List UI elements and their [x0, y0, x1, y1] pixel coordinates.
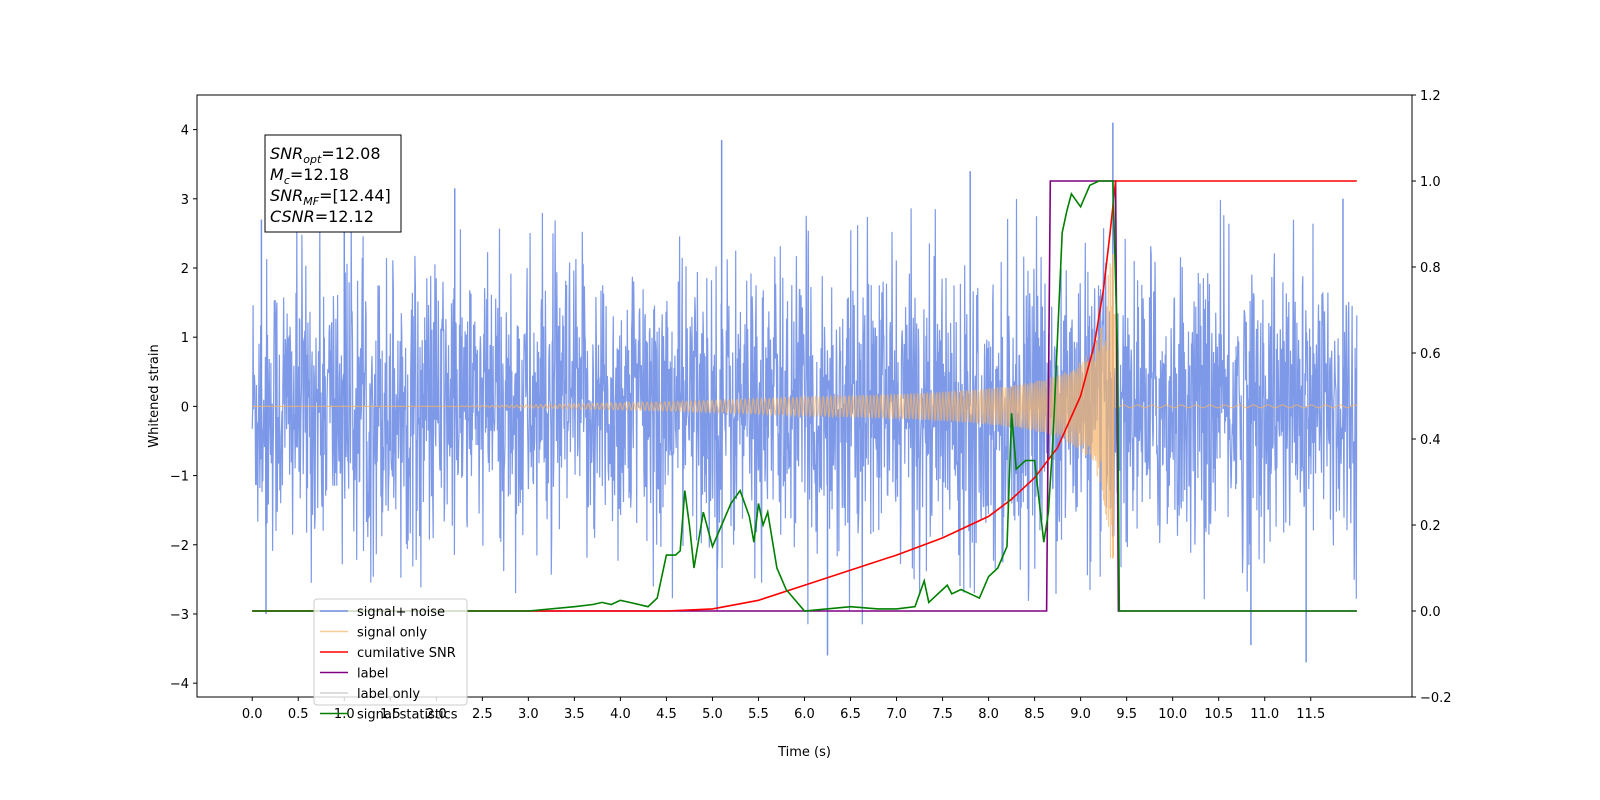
- x-tick-label: 7.0: [886, 707, 907, 722]
- x-tick-label: 5.0: [702, 707, 723, 722]
- legend-entry: signal only: [357, 626, 427, 641]
- x-tick-label: 10.5: [1204, 707, 1233, 722]
- legend-entry: label: [357, 667, 388, 682]
- line-cumilative-snr: [252, 180, 1357, 612]
- y-tick-label: 2: [181, 262, 189, 277]
- x-tick-label: 1.0: [334, 707, 355, 722]
- legend-entry: signal statistics: [357, 708, 458, 723]
- y-right-tick-label: 1.0: [1420, 175, 1441, 190]
- y-right-tick-label: 1.2: [1420, 89, 1441, 104]
- x-tick-label: 6.0: [794, 707, 815, 722]
- x-tick-label: 3.0: [518, 707, 539, 722]
- legend-frame: [313, 598, 468, 706]
- y-axis-label: Whitened strain: [147, 344, 162, 447]
- legend-entry: cumilative SNR: [357, 646, 456, 661]
- legend: signal+ noise signal only cumilative SNR la…: [313, 598, 468, 723]
- series-lines: [252, 180, 1357, 612]
- y-tick-label: −2: [170, 539, 189, 554]
- y-axis-ticks: −4 −3 −2 −1 0 1 2 3 4: [170, 124, 197, 692]
- y-tick-label: 4: [181, 124, 189, 139]
- x-tick-label: 4.5: [656, 707, 677, 722]
- y-right-tick-label: 0.8: [1420, 261, 1441, 276]
- x-tick-label: 10.0: [1158, 707, 1187, 722]
- y-tick-label: 3: [181, 193, 189, 208]
- x-tick-label: 1.5: [380, 707, 401, 722]
- x-tick-label: 9.5: [1116, 707, 1137, 722]
- y-right-tick-label: 0.4: [1420, 433, 1441, 448]
- x-tick-label: 11.5: [1296, 707, 1325, 722]
- x-axis-ticks: 0.0 0.5 1.0 1.5 2.0 2.5 3.0 3.5 4.0 4.5 5.0 5.5 6.0 6…: [242, 697, 1325, 722]
- y-tick-label: −4: [170, 677, 189, 692]
- x-tick-label: 6.5: [840, 707, 861, 722]
- legend-entry: label only: [357, 687, 420, 702]
- x-tick-label: 5.5: [748, 707, 769, 722]
- annotation-line: SNRopt=12.08: [270, 144, 381, 166]
- chirp-trace: [252, 263, 1357, 559]
- annotation-box: SNRopt=12.08Mc=12.18SNRMF=[12.44]CSNR=12…: [264, 134, 402, 233]
- noise-trace: [251, 198, 1358, 625]
- series-signal-noise: [251, 122, 1358, 663]
- x-tick-label: 7.5: [932, 707, 953, 722]
- annotation-line: Mc=12.18: [270, 165, 349, 187]
- x-axis-label: Time (s): [777, 745, 831, 760]
- x-tick-label: 9.0: [1070, 707, 1091, 722]
- y-right-tick-label: 0.2: [1420, 519, 1441, 534]
- y-right-tick-label: −0.2: [1420, 691, 1452, 706]
- x-tick-label: 8.5: [1024, 707, 1045, 722]
- line-signal-statistics: [252, 180, 1357, 612]
- y-right-tick-label: 0.0: [1420, 605, 1441, 620]
- y-tick-label: 0: [181, 400, 189, 415]
- y-tick-label: −3: [170, 608, 189, 623]
- x-tick-label: 0.0: [242, 707, 263, 722]
- x-tick-label: 2.5: [472, 707, 493, 722]
- annotation-line: CSNR=12.12: [270, 207, 374, 226]
- x-tick-label: 11.0: [1250, 707, 1279, 722]
- y-tick-label: 1: [181, 331, 189, 346]
- y-right-tick-label: 0.6: [1420, 347, 1441, 362]
- annotation-frame: [264, 134, 402, 233]
- x-tick-label: 4.0: [610, 707, 631, 722]
- series-signal-only: [252, 254, 1357, 559]
- x-tick-label: 2.0: [426, 707, 447, 722]
- y-tick-label: −1: [170, 470, 189, 485]
- annotation-line: SNRMF=[12.44]: [270, 186, 391, 208]
- x-tick-label: 3.5: [564, 707, 585, 722]
- x-tick-label: 8.0: [978, 707, 999, 722]
- y-right-axis-ticks: −0.2 0.0 0.2 0.4 0.6 0.8 1.0 1.2: [1412, 89, 1452, 706]
- legend-entry: signal+ noise: [357, 605, 445, 620]
- x-tick-label: 0.5: [288, 707, 309, 722]
